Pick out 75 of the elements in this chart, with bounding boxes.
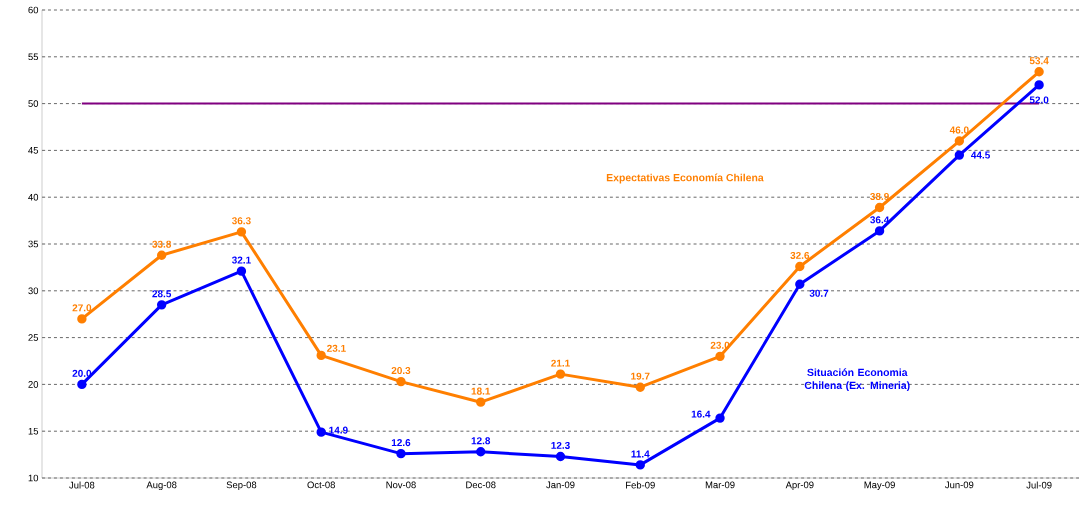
data-label: 30.7 [809,289,829,297]
y-tick-label: 15 [28,427,39,435]
data-label: 32.6 [790,251,810,259]
data-label: 27.0 [72,304,92,312]
x-tick-label: Apr-09 [785,481,814,491]
point [77,314,87,324]
y-tick-label: 10 [28,474,39,482]
data-label: 20.3 [391,367,411,375]
point [156,300,167,310]
x-tick-label: Feb-09 [626,481,655,489]
point [954,136,965,146]
point [715,413,725,423]
data-label: 16.4 [691,410,711,418]
data-label: 36.3 [231,217,251,225]
point [795,279,805,289]
point [236,227,247,237]
y-tick-label: 20 [28,381,39,388]
data-label: 19.7 [631,372,650,380]
data-label: 18.1 [471,387,491,395]
point [795,261,805,272]
y-tick-label: 25 [28,334,39,341]
data-label: 11.4 [631,450,650,458]
point [874,202,885,213]
x-tick-label: Dec-08 [466,481,496,489]
point [316,350,326,361]
y-tick-label: 45 [28,147,39,154]
x-tick-label: Jun-09 [945,481,974,489]
y-tick-label: 35 [28,240,39,248]
text: Expectativas Economía Chilena [606,173,764,184]
data-label: 38.9 [870,192,889,200]
point [954,150,965,160]
y-tick-label: 30 [28,287,39,295]
data-label: 23.1 [327,344,346,352]
point [555,451,566,462]
point [1034,80,1044,90]
point [874,226,885,236]
data-label: 32.1 [231,256,251,264]
point [715,351,725,362]
text: Situación Economia Chilena (Ex. Mineria) [804,368,910,392]
data-label: 21.1 [551,359,570,367]
x-tick-label: Oct-08 [307,481,335,489]
x-tick-label: Aug-08 [146,481,177,491]
point [476,397,486,407]
point [316,427,326,437]
y-tick-label: 55 [28,53,39,61]
point [77,379,87,390]
point [555,369,566,379]
point [476,447,486,457]
x-tick-label: Jul-08 [69,481,95,489]
x-tick-label: Jul-09 [1026,481,1052,489]
point [396,376,406,387]
data-label: 28.5 [152,290,172,298]
y-tick-label: 60 [28,6,39,14]
point [236,266,247,276]
data-label: 12.3 [551,441,570,449]
point [156,250,167,260]
data-label: 53.4 [1029,57,1049,65]
x-tick-label: Nov-08 [386,481,416,489]
point [635,382,645,392]
point [396,448,406,459]
x-tick-label: Sep-08 [226,481,257,491]
data-label: 52.0 [1029,96,1049,104]
data-label: 14.9 [329,426,348,434]
data-label: 33.8 [152,240,172,248]
x-tick-label: Jan-09 [546,481,575,489]
point [635,460,645,470]
data-label: 44.5 [971,151,990,159]
x-tick-label: May-09 [864,481,895,491]
x-tick-label: Mar-09 [705,481,735,489]
y-tick-label: 40 [28,193,39,201]
data-label: 46.0 [949,126,969,134]
y-tick-label: 50 [28,100,39,107]
data-label: 12.8 [471,437,491,445]
point [1034,67,1044,77]
data-label: 12.6 [391,439,411,447]
